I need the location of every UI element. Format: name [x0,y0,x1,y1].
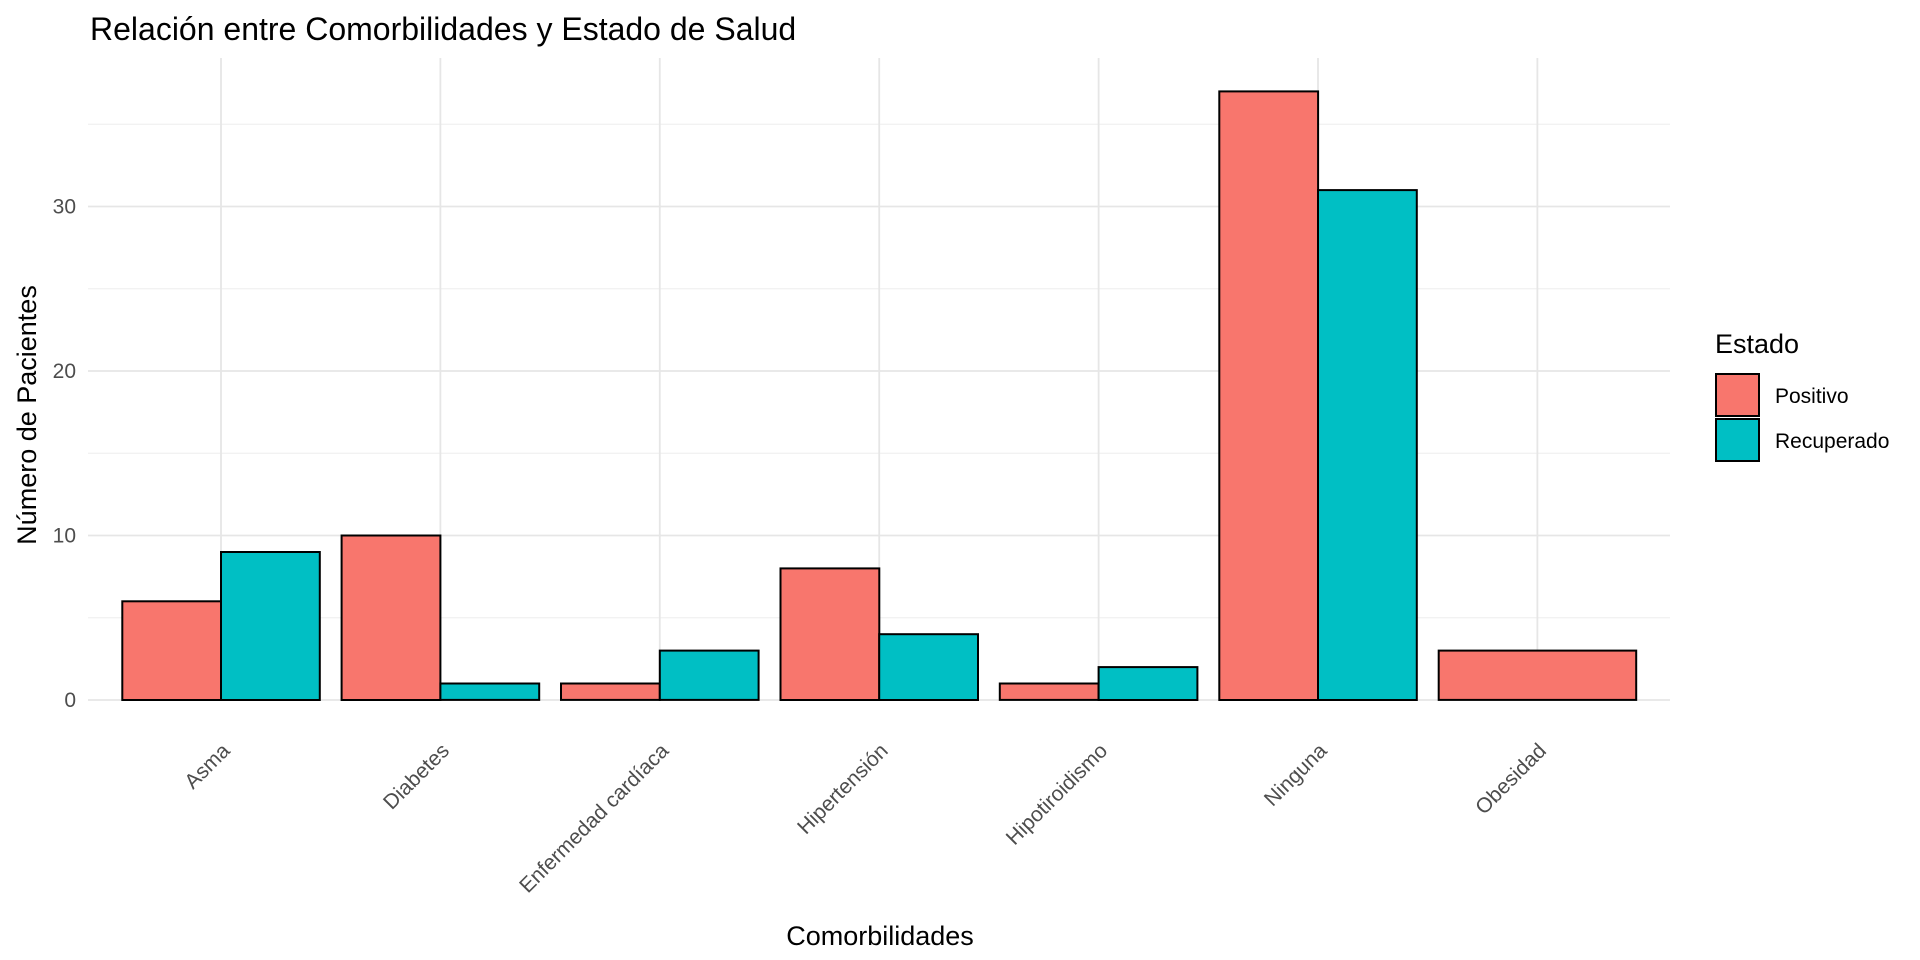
legend-label-positivo: Positivo [1775,385,1849,408]
legend-key-positivo [1715,373,1760,417]
bar-recuperado-0 [220,551,321,701]
bar-positivo-6 [1437,649,1638,701]
x-tick-label: Ninguna [1260,739,1332,811]
y-axis-title: Número de Pacientes [12,285,42,545]
bar-recuperado-3 [878,633,980,702]
bar-recuperado-2 [658,649,760,701]
bar-recuperado-5 [1317,189,1418,701]
x-tick-label: Hipotiroidismo [1002,739,1112,849]
legend-title: Estado [1715,329,1799,359]
x-tick-label: Enfermedad cardíaca [515,739,673,897]
bar-positivo-4 [998,682,1100,701]
y-axis-ticks: 0 10 20 30 [53,196,76,713]
y-tick-label: 20 [53,360,76,383]
bar-positivo-1 [340,534,442,701]
x-tick-label: Diabetes [379,739,454,814]
bar-positivo-0 [121,600,223,701]
legend-key-recuperado [1715,418,1760,462]
bar-recuperado-4 [1097,666,1199,701]
bar-recuperado-1 [439,682,541,701]
legend-label-recuperado: Recuperado [1775,430,1889,453]
bar-positivo-2 [560,682,661,701]
x-axis-title: Comorbilidades [786,921,974,951]
x-tick-label: Asma [180,739,234,793]
y-tick-label: 30 [53,196,76,219]
bar-positivo-3 [779,567,881,702]
y-tick-label: 10 [53,525,76,548]
chart-title: Relación entre Comorbilidades y Estado d… [90,11,796,47]
x-axis-ticks: Asma Diabetes Enfermedad cardíaca Hipertens… [180,739,1551,897]
x-tick-label: Obesidad [1471,739,1551,819]
bars [121,90,1638,702]
bar-positivo-5 [1218,90,1320,701]
legend: Estado Positivo Recuperado [1715,329,1889,462]
y-tick-label: 0 [64,689,76,712]
x-tick-label: Hipertensión [793,739,893,839]
